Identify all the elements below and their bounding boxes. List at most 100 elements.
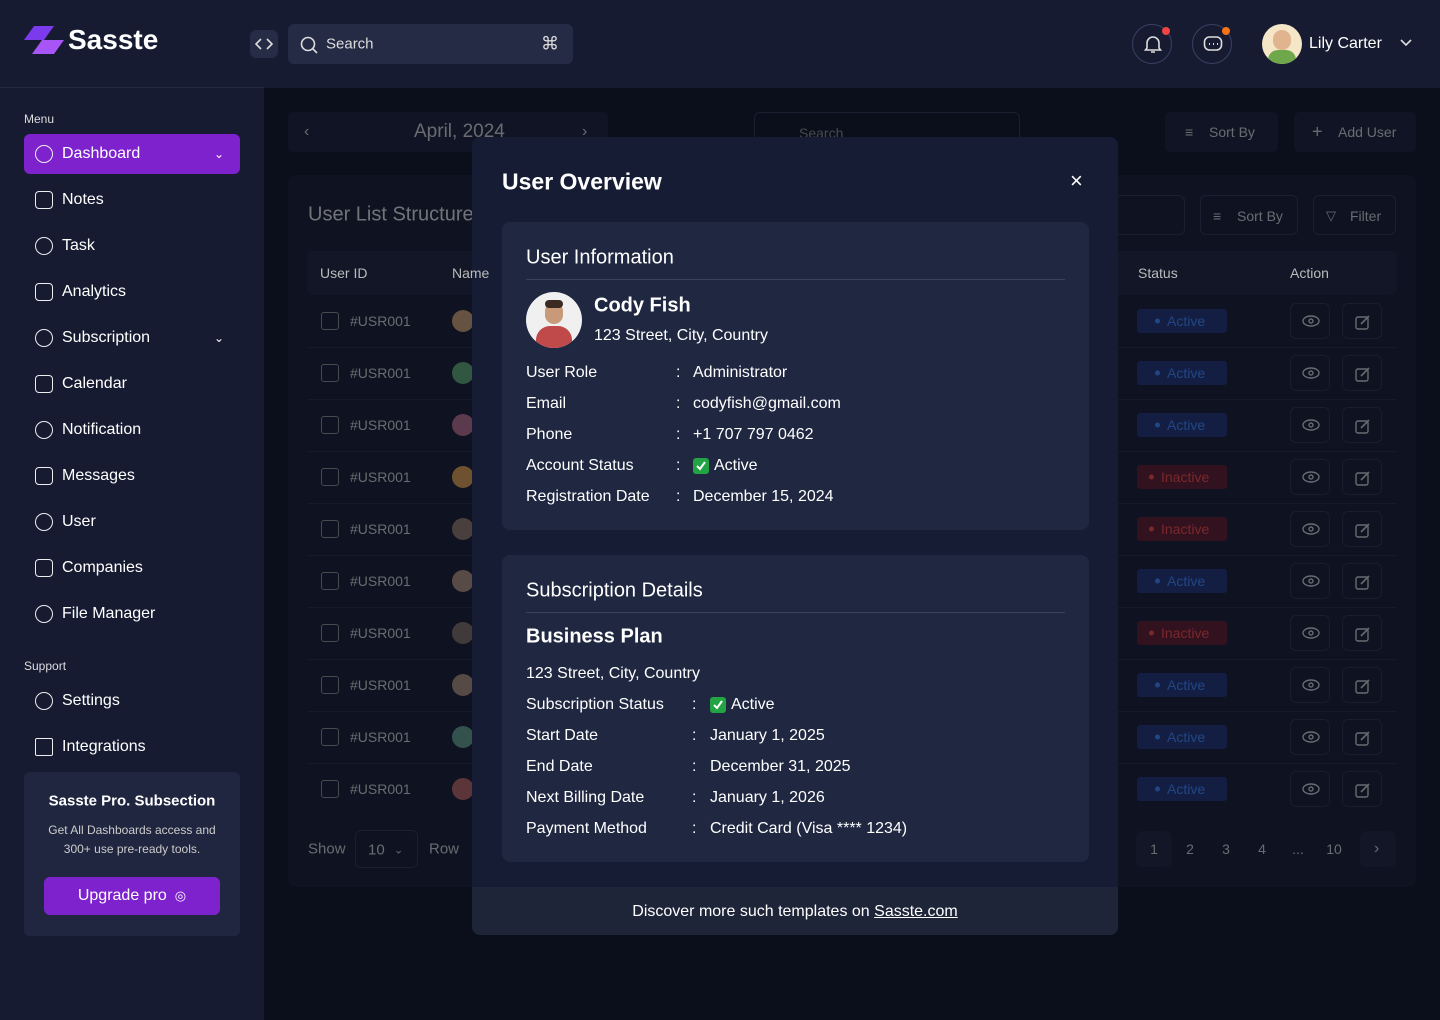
field-value: January 1, 2025 bbox=[710, 727, 825, 744]
field-label: Registration Date bbox=[526, 488, 650, 505]
field-label: Start Date bbox=[526, 727, 599, 744]
nav-label: Analytics bbox=[62, 283, 127, 300]
nav-icon bbox=[35, 329, 53, 347]
field-label: Phone bbox=[526, 426, 573, 443]
profile-name: Cody Fish bbox=[594, 294, 691, 317]
nav-label: Notes bbox=[62, 191, 104, 208]
footer-prefix: Discover more such templates on bbox=[632, 903, 875, 920]
nav-chevron: ⌄ bbox=[214, 147, 225, 161]
section-heading: User Information bbox=[526, 246, 674, 269]
support-label: Support bbox=[24, 659, 67, 673]
nav-label: Dashboard bbox=[62, 145, 141, 162]
field-colon: : bbox=[692, 727, 697, 744]
nav-icon bbox=[35, 467, 53, 485]
nav-icon bbox=[35, 692, 53, 710]
close-button[interactable]: × bbox=[1070, 168, 1083, 193]
field-value: January 1, 2026 bbox=[710, 789, 825, 806]
logo-icon bbox=[24, 26, 64, 54]
menu-label: Menu bbox=[24, 112, 55, 126]
field-value: +1 707 797 0462 bbox=[693, 426, 814, 443]
user-info-card bbox=[502, 222, 1089, 530]
field-value: Active bbox=[714, 457, 758, 474]
nav-label[interactable]: Settings bbox=[62, 692, 120, 709]
nav-icon bbox=[35, 375, 53, 393]
promo-card: Sasste Pro. Subsection Get All Dashboard… bbox=[24, 772, 240, 936]
nav-icon bbox=[35, 559, 53, 577]
section-heading: Subscription Details bbox=[526, 579, 703, 602]
search-placeholder: Search bbox=[326, 35, 374, 53]
modal-footer bbox=[472, 887, 1118, 935]
nav-icon bbox=[35, 237, 53, 255]
promo-title: Sasste Pro. Subsection bbox=[48, 792, 216, 810]
field-label: End Date bbox=[526, 758, 593, 775]
nav-label: Subscription bbox=[62, 329, 151, 346]
field-label: User Role bbox=[526, 364, 598, 381]
nav-icon bbox=[35, 513, 53, 531]
chevron bbox=[1400, 39, 1412, 47]
nav-label: Companies bbox=[62, 559, 143, 576]
check-icon bbox=[710, 697, 726, 713]
divider bbox=[0, 87, 264, 88]
notification-button[interactable] bbox=[1132, 24, 1172, 64]
profile-avatar bbox=[526, 292, 582, 348]
nav-item[interactable] bbox=[24, 364, 240, 404]
nav-item[interactable] bbox=[24, 502, 240, 542]
user-name[interactable]: Lily Carter bbox=[1309, 35, 1382, 52]
nav-icon bbox=[35, 191, 53, 209]
nav-label: File Manager bbox=[62, 605, 156, 622]
nav-icon bbox=[35, 738, 53, 756]
modal: User Overview × bbox=[472, 137, 1118, 935]
field-value: Credit Card (Visa **** 1234) bbox=[710, 820, 908, 837]
section-divider bbox=[526, 612, 1065, 613]
modal-title: User Overview bbox=[502, 168, 662, 195]
field-colon: : bbox=[676, 488, 681, 505]
nav-item[interactable] bbox=[24, 134, 240, 174]
footer-text: Discover more such templates on Sasste.c… bbox=[472, 903, 1118, 921]
nav-icon bbox=[35, 605, 53, 623]
column-header: Name bbox=[452, 265, 490, 281]
field-label: Email bbox=[526, 395, 567, 412]
user-avatar[interactable] bbox=[1262, 24, 1302, 64]
promo-text: Get All Dashboards access and 300+ use p… bbox=[48, 823, 216, 856]
field-colon: : bbox=[692, 820, 697, 837]
search-box[interactable]: Search ⌘ bbox=[288, 24, 573, 64]
nav-item[interactable] bbox=[24, 272, 240, 312]
logo: Sasste bbox=[68, 24, 159, 55]
shortcut-icon: ⌘ bbox=[541, 33, 559, 54]
field-colon: : bbox=[676, 395, 681, 412]
nav-item[interactable] bbox=[24, 226, 240, 266]
nav-label[interactable]: Integrations bbox=[62, 738, 146, 755]
field-value: Administrator bbox=[693, 364, 788, 381]
field-label: Next Billing Date bbox=[526, 789, 645, 806]
section-divider bbox=[526, 279, 1065, 280]
footer-link[interactable]: Sasste.com bbox=[874, 903, 958, 920]
nav-label: Messages bbox=[62, 467, 135, 484]
subscription-card bbox=[502, 555, 1089, 862]
messages-button[interactable] bbox=[1192, 24, 1232, 64]
plan-name: Business Plan bbox=[526, 625, 663, 648]
column-header: Action bbox=[1290, 265, 1329, 281]
nav-label: Notification bbox=[62, 421, 142, 438]
column-header: User ID bbox=[320, 265, 368, 281]
nav-label: Task bbox=[62, 237, 95, 254]
field-value: codyfish@gmail.com bbox=[693, 395, 841, 412]
nav-icon bbox=[35, 421, 53, 439]
field-colon: : bbox=[676, 426, 681, 443]
upgrade-label: Upgrade pro bbox=[77, 887, 167, 904]
nav-item[interactable] bbox=[24, 180, 240, 220]
field-label: Subscription Status bbox=[526, 696, 664, 713]
nav-chevron: ⌄ bbox=[214, 331, 225, 345]
upgrade-button[interactable]: Upgrade pro ◎ bbox=[44, 877, 220, 915]
field-colon: : bbox=[676, 364, 681, 381]
plan-address: 123 Street, City, Country bbox=[526, 665, 700, 682]
collapse-button[interactable] bbox=[250, 30, 278, 58]
profile-address: 123 Street, City, Country bbox=[594, 327, 768, 344]
nav-label: User bbox=[62, 513, 96, 530]
field-colon: : bbox=[692, 758, 697, 775]
check-icon bbox=[693, 458, 709, 474]
nav-icon bbox=[35, 145, 53, 163]
field-label: Payment Method bbox=[526, 820, 647, 837]
field-value: Active bbox=[731, 696, 775, 713]
field-colon: : bbox=[692, 789, 697, 806]
